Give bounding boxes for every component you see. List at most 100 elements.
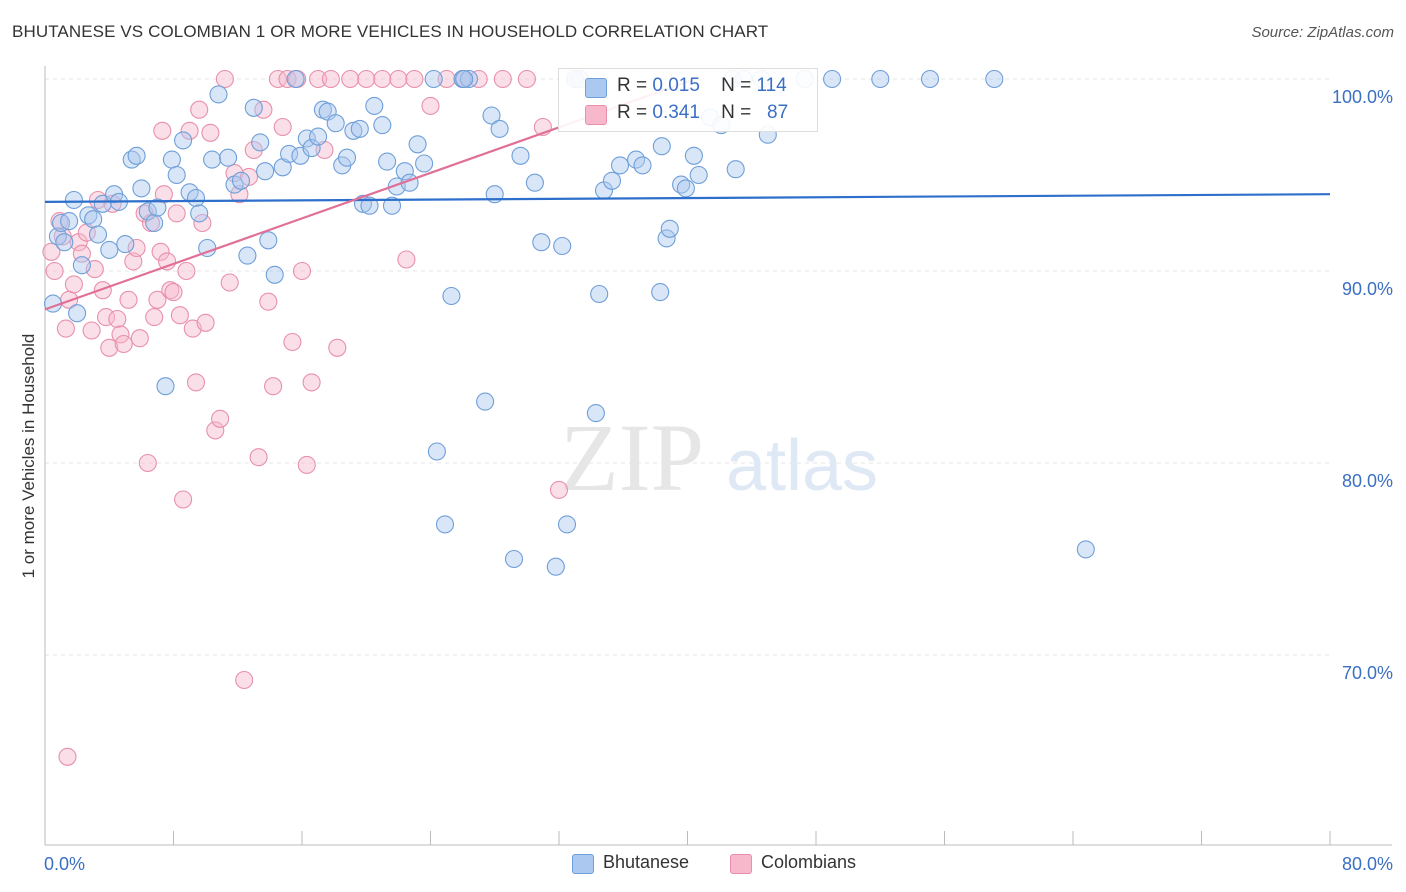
bhutanese-point <box>72 256 91 275</box>
bhutanese-point <box>259 231 278 250</box>
bhutanese-point <box>360 196 379 215</box>
bottom-legend: Bhutanese Colombians <box>0 852 1406 878</box>
bhutanese-point <box>138 202 157 221</box>
bhutanese-point <box>60 212 79 231</box>
colombians-point <box>167 204 186 223</box>
bhutanese-point <box>590 284 609 304</box>
colombians-point <box>153 121 172 140</box>
colombians-point <box>93 281 112 300</box>
source-label: Source: ZipAtlas.com <box>1251 24 1394 41</box>
colombians-point <box>161 281 180 300</box>
bhutanese-point <box>64 190 83 210</box>
bottom-legend-label: Colombians <box>761 852 857 872</box>
bhutanese-point <box>162 150 181 169</box>
colombians-point <box>193 213 212 233</box>
legend-r-value: 0.015 <box>652 75 700 96</box>
colombians-point <box>64 275 83 294</box>
colombians-point <box>341 69 360 89</box>
colombians-point <box>124 252 143 271</box>
bhutanese-point <box>557 515 577 534</box>
colombians-point <box>180 121 199 140</box>
bhutanese-point <box>871 69 890 89</box>
legend-n-value: 87 <box>767 102 789 123</box>
colombians-point <box>164 283 183 302</box>
legend-swatch-bhutanese <box>585 78 607 98</box>
bhutanese-point <box>1076 540 1095 559</box>
bhutanese-point <box>823 69 842 89</box>
colombians-point <box>309 69 328 89</box>
bhutanese-point <box>219 148 238 167</box>
bhutanese-point <box>265 265 284 284</box>
bhutanese-point <box>985 69 1004 89</box>
legend: R = 0.015 N = 114 R = 0.341 N = 87 <box>558 68 818 132</box>
bhutanese-point <box>408 135 427 154</box>
colombians-point <box>100 338 119 357</box>
bhutanese-point <box>251 133 270 152</box>
colombians-point <box>130 329 149 348</box>
colombians-point <box>138 453 157 473</box>
colombians-point <box>119 290 138 309</box>
bhutanese-point <box>186 188 206 208</box>
colombians-point <box>397 250 416 269</box>
colombians-point <box>211 409 230 428</box>
colombians-point <box>249 448 268 467</box>
colombians-point <box>196 313 215 332</box>
bhutanese-point <box>532 233 551 252</box>
colombians-point <box>108 309 127 329</box>
colombians-point <box>259 292 278 311</box>
colombians-point <box>111 325 130 344</box>
legend-r-value: 0.341 <box>652 102 700 123</box>
legend-n-label: N = <box>721 75 752 96</box>
colombians-point <box>469 69 488 89</box>
bhutanese-point <box>231 171 251 190</box>
colombians-point <box>177 261 196 281</box>
bhutanese-point <box>174 131 193 150</box>
colombians-point <box>215 69 234 89</box>
bottom-legend-label: Bhutanese <box>603 852 690 872</box>
bhutanese-point <box>546 557 565 576</box>
bhutanese-point <box>88 225 108 244</box>
bhutanese-point <box>586 404 605 423</box>
colombians-point <box>549 480 569 499</box>
colombians-point <box>264 377 283 396</box>
bhutanese-point <box>127 146 146 165</box>
bhutanese-point <box>482 106 501 125</box>
bhutanese-point <box>455 69 474 89</box>
bhutanese-point <box>660 219 679 238</box>
bottom-legend-swatch-bhutanese <box>572 854 594 874</box>
bhutanese-point <box>238 246 257 265</box>
bhutanese-point <box>427 442 446 461</box>
axes <box>44 66 1392 846</box>
bhutanese-point <box>633 156 652 175</box>
bhutanese-point <box>476 392 495 411</box>
colombians-point <box>174 490 193 509</box>
x-tick-label: 80.0% <box>1342 854 1393 874</box>
bhutanese-point <box>920 69 940 89</box>
bhutanese-point <box>68 304 87 323</box>
colombians-point <box>292 261 312 281</box>
bhutanese-point <box>84 210 103 229</box>
colombians-point <box>230 185 249 204</box>
bhutanese-point <box>280 144 299 163</box>
bhutanese-point <box>55 233 74 252</box>
bhutanese-point <box>553 236 572 256</box>
colombians-point <box>45 261 64 281</box>
bhutanese-point <box>337 148 357 167</box>
colombians-point <box>190 100 209 119</box>
bhutanese-point <box>297 129 316 148</box>
colombians-point <box>321 69 340 89</box>
bottom-legend-swatch-colombians <box>730 854 752 874</box>
bhutanese-point <box>309 127 328 146</box>
bhutanese-point <box>190 204 209 223</box>
watermark-zip: ZIP <box>560 404 704 511</box>
legend-n-value: 114 <box>756 75 787 96</box>
bhutanese-point <box>459 69 479 89</box>
y-tick-label: 90.0% <box>1342 279 1393 299</box>
bhutanese-point <box>676 179 695 198</box>
bhutanese-point <box>373 116 392 135</box>
chart-title: BHUTANESE VS COLOMBIAN 1 OR MORE VEHICLE… <box>12 22 769 41</box>
legend-swatch-colombian <box>585 105 607 125</box>
colombians-point <box>103 194 122 213</box>
colombians-point <box>373 69 392 89</box>
